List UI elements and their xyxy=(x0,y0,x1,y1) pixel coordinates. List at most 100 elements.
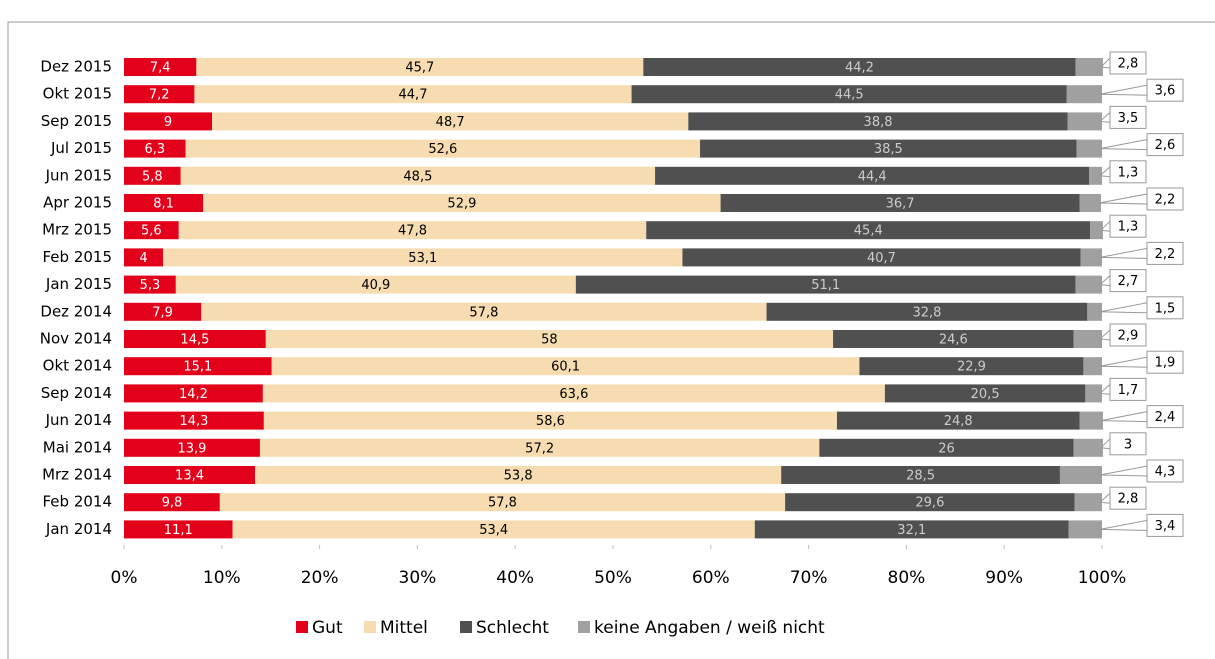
category-label: Sep 2015 xyxy=(41,112,112,130)
data-label: 2,8 xyxy=(1118,492,1139,507)
callout xyxy=(1098,384,1111,395)
data-label: 13,9 xyxy=(177,441,206,456)
callout-box xyxy=(1146,350,1184,374)
callout xyxy=(1098,166,1111,178)
bar-segment xyxy=(836,411,1080,430)
callout xyxy=(1099,57,1111,69)
callout xyxy=(1099,247,1148,259)
data-label: 14,3 xyxy=(179,414,208,429)
data-label: 14,5 xyxy=(180,333,209,348)
bar-segment xyxy=(819,438,1074,457)
bar-segment xyxy=(124,85,195,104)
data-label: 2,4 xyxy=(1155,410,1176,425)
data-label: 3,4 xyxy=(1155,519,1176,534)
callout-box xyxy=(1146,133,1184,157)
data-label: 2,6 xyxy=(1155,138,1176,153)
data-label: 4,3 xyxy=(1155,465,1176,480)
data-label: 44,7 xyxy=(399,88,428,103)
bar-segment xyxy=(265,330,834,348)
category-label: Jun 2015 xyxy=(45,166,112,184)
callout xyxy=(1098,329,1111,341)
callout xyxy=(1099,139,1148,151)
callout-box xyxy=(1109,214,1147,238)
bar-segment xyxy=(781,466,1060,484)
legend-label: keine Angaben / weiß nicht xyxy=(594,618,825,638)
category-label: Dez 2015 xyxy=(40,58,112,76)
callout xyxy=(1099,220,1111,232)
data-label: 24,6 xyxy=(939,333,968,348)
callout xyxy=(1098,492,1111,504)
data-label: 3,6 xyxy=(1155,84,1176,99)
data-label: 4 xyxy=(139,251,147,266)
data-label: 5,8 xyxy=(142,169,163,184)
bar-segment xyxy=(163,248,683,267)
bar-segment xyxy=(232,520,755,539)
category-label: Feb 2015 xyxy=(43,248,113,266)
callout xyxy=(1098,112,1111,123)
data-label: 44,4 xyxy=(858,169,887,184)
data-label: 20,5 xyxy=(971,387,1000,402)
bar-segment xyxy=(124,466,256,484)
data-label: 3,5 xyxy=(1118,111,1139,126)
data-label: 14,2 xyxy=(179,387,208,402)
data-label: 58,6 xyxy=(536,414,565,429)
x-tick-label: 70% xyxy=(790,568,828,588)
bar-segment xyxy=(1059,466,1102,484)
data-label: 38,5 xyxy=(874,142,903,157)
bar-segment xyxy=(194,85,632,104)
callout-box xyxy=(1146,459,1184,483)
bar-segment xyxy=(646,221,1091,240)
callout-box xyxy=(1146,296,1184,320)
data-label: 8,1 xyxy=(153,197,174,212)
data-label: 38,8 xyxy=(864,115,893,130)
callout-box xyxy=(1109,486,1147,510)
bar-segment xyxy=(655,166,1090,185)
data-label: 63,6 xyxy=(559,387,588,402)
bar-segment xyxy=(720,194,1080,212)
bar-segment xyxy=(124,112,213,131)
category-label: Dez 2014 xyxy=(40,302,112,320)
bar-segment xyxy=(688,112,1068,131)
bar-segment xyxy=(203,194,721,212)
callout-box xyxy=(1146,241,1184,265)
x-tick-label: 60% xyxy=(692,568,730,588)
data-label: 11,1 xyxy=(164,523,193,538)
frame xyxy=(7,21,1215,659)
callout xyxy=(1100,411,1148,423)
data-label: 60,1 xyxy=(551,360,580,375)
bar-segment xyxy=(785,493,1075,512)
data-label: 53,8 xyxy=(504,469,533,484)
data-label: 1,3 xyxy=(1118,165,1139,180)
bar-segment xyxy=(180,166,656,185)
data-label: 28,5 xyxy=(906,469,935,484)
data-label: 40,7 xyxy=(867,251,896,266)
data-label: 1,5 xyxy=(1155,301,1176,316)
category-label: Jul 2015 xyxy=(50,139,112,157)
legend-label: Mittel xyxy=(380,618,428,638)
data-label: 58 xyxy=(541,333,558,348)
bar-segment xyxy=(766,302,1088,321)
data-label: 9,8 xyxy=(162,496,183,511)
data-label: 32,1 xyxy=(897,523,926,538)
bar-segment xyxy=(1075,275,1102,294)
data-label: 13,4 xyxy=(175,469,204,484)
category-label: Jan 2014 xyxy=(45,520,112,538)
category-label: Okt 2015 xyxy=(43,85,112,103)
bar-segment xyxy=(196,58,644,76)
data-label: 6,3 xyxy=(144,142,165,157)
data-label: 2,2 xyxy=(1155,193,1176,208)
data-label: 52,9 xyxy=(447,197,476,212)
bar-segment xyxy=(884,384,1086,403)
bar-segment xyxy=(1089,166,1102,185)
data-label: 24,8 xyxy=(944,414,973,429)
bar-segment xyxy=(1068,520,1102,539)
bar-segment xyxy=(124,493,220,512)
bar-segment xyxy=(1067,112,1102,131)
category-label: Nov 2014 xyxy=(40,330,112,348)
bar-segment xyxy=(219,493,786,512)
category-label: Okt 2014 xyxy=(43,357,112,375)
bar-segment xyxy=(259,438,820,457)
data-label: 44,2 xyxy=(845,61,874,76)
category-label: Apr 2015 xyxy=(43,194,112,212)
